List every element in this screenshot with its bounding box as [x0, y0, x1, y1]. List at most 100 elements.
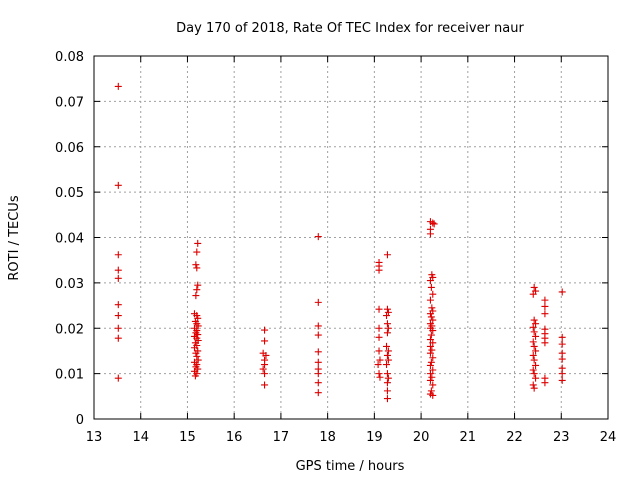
data-point	[194, 281, 202, 289]
data-point	[193, 286, 201, 294]
data-point	[114, 181, 122, 189]
data-point	[314, 348, 322, 356]
data-point	[314, 298, 322, 306]
data-point	[558, 355, 566, 363]
data-point	[558, 288, 566, 296]
data-point	[428, 304, 436, 312]
data-point	[261, 337, 269, 345]
x-tick-label: 13	[86, 430, 103, 445]
data-point	[114, 82, 122, 90]
data-point	[194, 356, 202, 364]
axis-ticks	[93, 55, 609, 420]
data-point	[429, 339, 437, 347]
data-point	[530, 384, 538, 392]
data-point	[383, 320, 391, 328]
data-point	[314, 322, 322, 330]
data-point	[426, 342, 434, 350]
data-point	[429, 381, 437, 389]
data-point	[375, 333, 383, 341]
data-point	[532, 374, 540, 382]
data-point	[430, 220, 438, 228]
data-point	[383, 387, 391, 395]
data-point	[193, 248, 201, 256]
data-points	[114, 82, 566, 403]
x-tick-label: 23	[553, 430, 570, 445]
data-point	[558, 376, 566, 384]
data-point	[426, 349, 434, 357]
data-point	[426, 310, 434, 318]
data-point	[532, 320, 540, 328]
data-point	[375, 347, 383, 355]
data-point	[429, 354, 437, 362]
data-point	[384, 308, 392, 316]
data-point	[429, 327, 437, 335]
data-point	[376, 373, 384, 381]
x-axis-label: GPS time / hours	[296, 459, 405, 474]
data-point	[530, 316, 538, 324]
data-point	[375, 370, 383, 378]
x-tick-label: 21	[460, 430, 477, 445]
data-point	[428, 346, 436, 354]
data-point	[529, 323, 537, 331]
data-point	[541, 296, 549, 304]
data-point	[429, 316, 437, 324]
data-point	[427, 387, 435, 395]
y-tick-labels: 0 0.01 0.02 0.03 0.04 0.05 0.06 0.07 0.08	[55, 50, 84, 428]
data-point	[259, 365, 267, 373]
data-point	[426, 370, 434, 378]
data-point	[426, 230, 434, 238]
data-point	[375, 305, 383, 313]
data-point	[192, 349, 200, 357]
data-point	[314, 358, 322, 366]
data-point	[530, 342, 538, 350]
data-point	[261, 370, 269, 378]
data-point	[541, 310, 549, 318]
data-point	[383, 395, 391, 403]
data-point	[114, 274, 122, 282]
y-tick-label: 0.07	[55, 95, 84, 110]
data-point	[426, 376, 434, 384]
data-point	[558, 340, 566, 348]
data-point	[383, 305, 391, 313]
data-point	[529, 290, 537, 298]
data-point	[429, 391, 437, 399]
chart-title: Day 170 of 2018, Rate Of TEC Index for r…	[176, 21, 524, 36]
data-point	[427, 358, 435, 366]
data-point	[541, 379, 549, 387]
data-point	[558, 333, 566, 341]
data-point	[541, 302, 549, 310]
x-tick-label: 18	[319, 430, 336, 445]
data-point	[426, 296, 434, 304]
data-point	[190, 344, 198, 352]
data-point	[530, 328, 538, 336]
y-tick-label: 0.05	[55, 186, 84, 201]
data-point	[194, 322, 202, 330]
data-point	[314, 370, 322, 378]
data-point	[532, 361, 540, 369]
data-point	[193, 352, 201, 360]
data-point	[314, 379, 322, 387]
data-point	[530, 283, 538, 291]
data-point	[384, 324, 392, 332]
data-point	[375, 266, 383, 274]
data-point	[114, 374, 122, 382]
data-point	[114, 266, 122, 274]
data-point	[426, 361, 434, 369]
data-point	[262, 351, 270, 359]
data-point	[383, 329, 391, 337]
data-point	[427, 331, 435, 339]
grid-lines	[94, 56, 608, 419]
data-point	[114, 334, 122, 342]
data-point	[384, 347, 392, 355]
x-tick-labels: 13 14 15 16 17 18 19 20 21 22 23 24	[86, 430, 617, 445]
data-point	[314, 233, 322, 241]
data-point	[383, 351, 391, 359]
y-tick-label: 0.04	[55, 232, 84, 247]
data-point	[384, 374, 392, 382]
data-point	[194, 239, 202, 247]
data-point	[314, 389, 322, 397]
data-point	[383, 342, 391, 350]
x-tick-label: 16	[226, 430, 243, 445]
data-point	[532, 347, 540, 355]
